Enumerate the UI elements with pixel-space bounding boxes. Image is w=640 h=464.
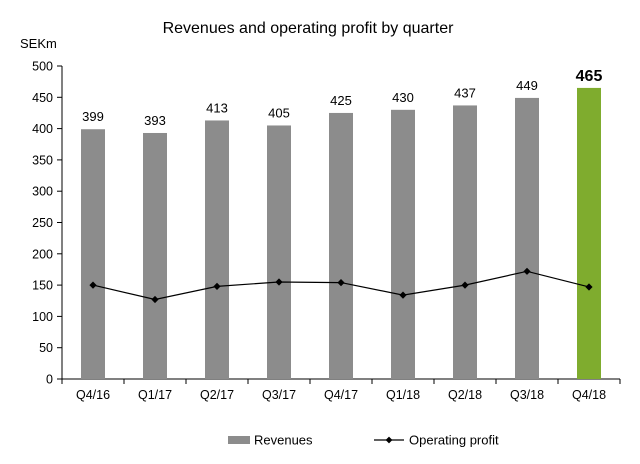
operating-profit-marker [585,283,593,291]
y-tick-label: 100 [32,310,53,324]
operating-profit-marker [213,282,221,290]
legend: Revenues Operating profit [228,433,499,448]
x-tick-label: Q3/17 [262,388,296,402]
revenue-data-label: 449 [516,78,538,93]
y-axis-unit: SEKm [20,36,57,51]
x-tick-label: Q3/18 [510,388,544,402]
y-tick-label: 500 [32,60,53,74]
operating-profit-marker [337,278,345,287]
legend-label-revenues: Revenues [254,433,313,448]
revenue-bar [453,105,477,380]
legend-swatch-revenues [228,436,250,444]
legend-label-operating-profit: Operating profit [409,433,499,448]
y-tick-label: 450 [32,91,53,105]
revenue-data-label: 399 [82,109,104,124]
x-tick-label: Q4/18 [572,388,606,402]
x-tick-label: Q4/17 [324,388,358,402]
chart-title: Revenues and operating profit by quarter [163,20,455,37]
operating-profit-marker [399,291,407,299]
operating-profit-marker [89,281,97,289]
revenue-data-label: 465 [576,68,603,85]
operating-profit-marker [461,281,469,289]
operating-profit-marker [523,267,531,275]
revenue-bar [577,87,601,379]
y-tick-label: 150 [32,279,53,293]
y-tick-label: 0 [46,373,53,387]
y-tick-label: 200 [32,247,53,261]
y-tick-label: 250 [32,216,53,230]
x-tick-label: Q1/18 [386,388,420,402]
y-tick-label: 50 [39,341,53,355]
operating-profit-marker [151,295,159,304]
revenue-data-label: 437 [454,85,476,100]
x-tick-label: Q2/18 [448,388,482,402]
revenue-data-label: 405 [268,105,290,120]
revenue-bar [267,125,291,379]
revenue-bar [143,132,167,379]
x-tick-label: Q2/17 [200,388,234,402]
y-tick-label: 300 [32,185,53,199]
revenue-bar [515,97,539,380]
x-tick-label: Q4/16 [76,388,110,402]
revenue-data-label: 430 [392,90,414,105]
revenue-bar [391,109,415,379]
revenue-bar [329,112,353,379]
y-tick-label: 400 [32,122,53,136]
revenue-bar [81,129,105,379]
legend-marker-operating-profit [385,436,393,444]
revenue-data-label: 413 [206,100,228,115]
x-tick-label: Q1/17 [138,388,172,402]
revenue-data-label: 425 [330,93,352,108]
operating-profit-marker [275,278,283,286]
y-tick-label: 350 [32,153,53,167]
plot-area: 0 50 100 150 200 250 300 350 400 450 500 399 Q4/16 39… [32,60,621,402]
revenue-data-label: 393 [144,113,166,128]
revenue-bar [205,120,229,379]
